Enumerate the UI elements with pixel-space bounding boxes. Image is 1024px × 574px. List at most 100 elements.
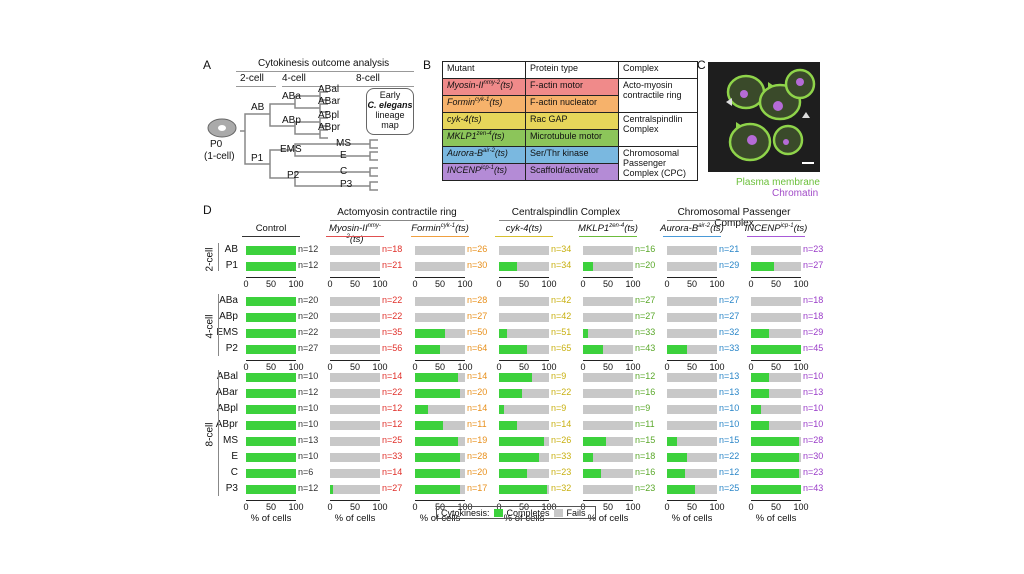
n-label-3-EMS: n=51	[551, 327, 572, 337]
bar-6-ABpl	[751, 405, 801, 414]
bar-4-ABal	[583, 373, 633, 382]
n-label-0-ABa: n=20	[298, 295, 319, 305]
bar-fill	[583, 345, 603, 354]
bar-fill	[246, 262, 296, 271]
node-MS: MS	[336, 138, 351, 149]
node-ABpr: ABpr	[318, 122, 341, 133]
n-label-1-C: n=14	[382, 467, 403, 477]
n-label-2-P1: n=30	[467, 260, 488, 270]
mutant-aurora: Aurora-Bair-2(ts)	[442, 146, 526, 164]
node-E: E	[340, 150, 347, 161]
bar-fill	[499, 469, 527, 478]
tick-4-2-0: 0	[580, 502, 586, 512]
bar-fill	[415, 405, 428, 414]
row-label-ABpr: ABpr	[215, 419, 238, 430]
axis-line-0-1	[246, 360, 296, 361]
bar-fill	[667, 345, 687, 354]
tick-5-0-0: 0	[664, 279, 670, 289]
axis-line-2-0	[415, 277, 465, 278]
n-label-3-ABpr: n=14	[551, 419, 572, 429]
bar-3-ABpl	[499, 405, 549, 414]
n-label-3-ABal: n=9	[551, 371, 567, 381]
tick-1-1-1: 50	[349, 362, 360, 372]
tick-3-0-2: 100	[541, 279, 557, 289]
tick-0-2-0: 0	[243, 502, 249, 512]
n-label-6-ABa: n=18	[803, 295, 824, 305]
bar-5-P1	[667, 262, 717, 271]
bar-fill	[415, 485, 460, 494]
tick-5-0-2: 100	[709, 279, 725, 289]
bar-2-ABpr	[415, 421, 465, 430]
panel-label-a: A	[203, 58, 212, 72]
axis-line-1-0	[330, 277, 380, 278]
bar-6-MS	[751, 437, 801, 446]
tick-6-1-0: 0	[748, 362, 754, 372]
group-line-2	[667, 220, 801, 221]
n-label-1-ABal: n=14	[382, 371, 403, 381]
n-label-2-E: n=28	[467, 451, 488, 461]
tick-6-2-0: 0	[748, 502, 754, 512]
n-label-4-ABa: n=27	[635, 295, 656, 305]
bar-3-E	[499, 453, 549, 462]
bar-1-AB	[330, 246, 380, 255]
tick-6-0-2: 100	[793, 279, 809, 289]
bar-2-ABp	[415, 313, 465, 322]
tick-3-2-1: 50	[518, 502, 529, 512]
row-label-EMS: EMS	[216, 327, 238, 338]
bar-1-ABp	[330, 313, 380, 322]
n-label-4-ABpl: n=9	[635, 403, 651, 413]
axis-line-3-0	[499, 277, 549, 278]
tick-2-2-0: 0	[412, 502, 418, 512]
bar-fill	[583, 262, 593, 271]
legend-plasma-membrane: Plasma membrane	[736, 177, 820, 188]
bar-3-P2	[499, 345, 549, 354]
tick-4-0-2: 100	[625, 279, 641, 289]
axis-line-0-2	[246, 500, 296, 501]
n-label-1-ABa: n=22	[382, 295, 403, 305]
n-label-5-E: n=22	[719, 451, 740, 461]
row-label-ABpl: ABpl	[216, 403, 238, 414]
bar-fill	[583, 453, 593, 462]
n-label-0-ABpl: n=10	[298, 403, 319, 413]
n-label-4-P2: n=43	[635, 343, 656, 353]
legend-title: Cytokinesis:	[441, 507, 490, 518]
axis-line-6-1	[751, 360, 801, 361]
tick-2-1-2: 100	[457, 362, 473, 372]
bar-6-E	[751, 453, 801, 462]
n-label-3-E: n=33	[551, 451, 572, 461]
bar-3-ABal	[499, 373, 549, 382]
bar-5-ABpr	[667, 421, 717, 430]
row-label-C: C	[230, 467, 238, 478]
tick-3-2-0: 0	[496, 502, 502, 512]
complex-cpc: Chromosomal Passenger Complex (CPC)	[618, 146, 698, 181]
bar-fill	[751, 453, 799, 462]
n-label-1-ABpr: n=12	[382, 419, 403, 429]
tick-4-0-1: 50	[602, 279, 613, 289]
row-label-ABp: ABp	[219, 311, 238, 322]
bar-6-ABa	[751, 297, 801, 306]
tick-6-0-1: 50	[770, 279, 781, 289]
column-header-6: INCENPicp-1(ts)	[744, 223, 808, 235]
bar-1-ABpr	[330, 421, 380, 430]
n-label-1-P2: n=56	[382, 343, 403, 353]
axis-line-0-0	[246, 277, 296, 278]
bar-0-P2	[246, 345, 296, 354]
axis-line-4-2	[583, 500, 633, 501]
n-label-0-MS: n=13	[298, 435, 319, 445]
tick-3-1-2: 100	[541, 362, 557, 372]
n-label-2-ABar: n=20	[467, 387, 488, 397]
bar-fill	[246, 373, 296, 382]
bar-6-ABar	[751, 389, 801, 398]
bar-5-P3	[667, 485, 717, 494]
stage-label-0: 2-cell	[204, 247, 216, 272]
row-label-P3: P3	[225, 483, 238, 494]
tick-2-2-1: 50	[434, 502, 445, 512]
tick-5-1-2: 100	[709, 362, 725, 372]
n-label-4-ABpr: n=11	[635, 419, 655, 429]
n-label-3-ABp: n=42	[551, 311, 572, 321]
bar-1-E	[330, 453, 380, 462]
n-label-3-P3: n=32	[551, 483, 572, 493]
n-label-1-ABar: n=22	[382, 387, 403, 397]
n-label-5-ABpl: n=10	[719, 403, 740, 413]
panel-label-c: C	[697, 58, 706, 72]
